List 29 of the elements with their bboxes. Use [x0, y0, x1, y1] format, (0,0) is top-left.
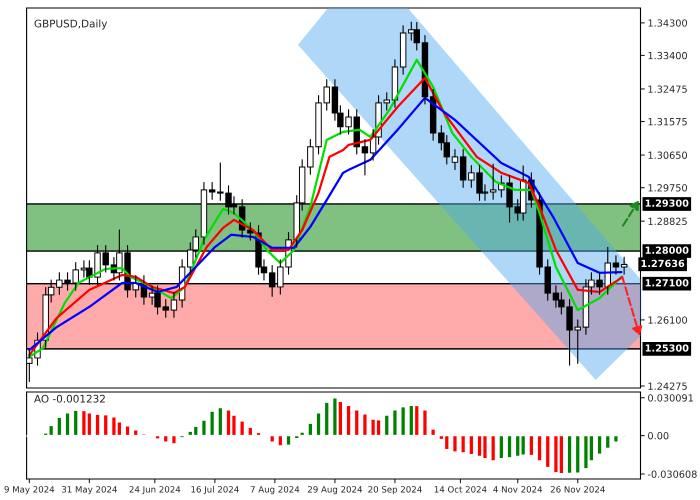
ref-line-label: 1.28000 — [646, 246, 688, 254]
chart-title: AO -0.001232 — [34, 394, 105, 403]
x-tick-label: 7 Aug 2024 — [250, 486, 300, 494]
y-tick-label: 1.32475 — [648, 85, 687, 93]
x-tick-label: 31 May 2024 — [62, 486, 117, 494]
x-tick-label: 4 Nov 2024 — [493, 486, 542, 493]
y-tick-label: 0.030091 — [648, 394, 693, 402]
y-tick-label: 1.28825 — [648, 218, 687, 226]
y-tick-label: 1.31575 — [648, 118, 687, 126]
x-tick-label: 29 Aug 2024 — [308, 486, 362, 494]
x-tick-label: 16 Jul 2024 — [191, 486, 239, 494]
text: GBPUSD,Daily — [34, 19, 108, 30]
y-tick-label: 0.00 — [648, 432, 668, 440]
y-tick-label: 1.34300 — [648, 19, 688, 27]
ref-line-label: 1.25300 — [646, 344, 688, 352]
x-tick-label: 9 May 2024 — [4, 486, 54, 494]
y-tick-label: 1.29750 — [648, 184, 688, 192]
y-tick-label: -0.030608 — [648, 470, 697, 478]
y-tick-label: 1.33400 — [648, 52, 688, 60]
x-tick-label: 26 Nov 2024 — [550, 486, 605, 493]
x-tick-label: 14 Oct 2024 — [434, 486, 487, 493]
ref-line-label: 1.29300 — [646, 199, 688, 207]
y-tick-label: 1.26100 — [648, 316, 688, 324]
y-tick-label: 1.30650 — [648, 152, 688, 159]
x-tick-label: 24 Jun 2024 — [130, 486, 180, 494]
x-tick-label: 20 Sep 2024 — [368, 486, 422, 494]
annotation: 1.27636 — [642, 260, 684, 268]
y-tick-label: 1.24275 — [648, 382, 687, 390]
ref-line-label: 1.27100 — [646, 279, 688, 286]
